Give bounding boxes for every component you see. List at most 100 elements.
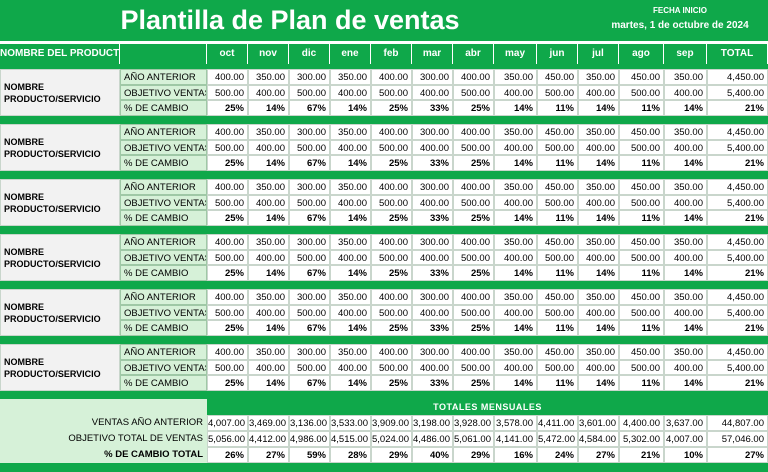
cell: 400.00 [207, 69, 248, 85]
cell: 14% [664, 210, 707, 227]
cell: 57,046.00 [707, 431, 768, 447]
row-label: AÑO ANTERIOR [120, 289, 207, 305]
cell: 67% [289, 100, 330, 117]
cell: 400.00 [578, 359, 619, 376]
cell: 500.00 [619, 139, 664, 156]
cell: 500.00 [371, 359, 412, 376]
totals-title: TOTALES MENSUALES [433, 402, 542, 412]
cell: 400.00 [494, 359, 537, 376]
cell: 400.00 [330, 359, 371, 376]
cell: 14% [578, 265, 619, 282]
column-header: feb [371, 44, 412, 64]
cell: 450.00 [619, 344, 664, 360]
cell: 500.00 [537, 139, 578, 156]
cell: 5,400.00 [707, 249, 768, 266]
column-header-blank [120, 44, 207, 64]
cell: 400.00 [664, 139, 707, 156]
cell: 350.00 [330, 344, 371, 360]
cell: 400.00 [412, 194, 453, 211]
cell: 21% [707, 320, 768, 337]
cell: 500.00 [371, 304, 412, 321]
row-label: % DE CAMBIO [120, 320, 207, 337]
cell: 400.00 [578, 249, 619, 266]
cell: 350.00 [578, 179, 619, 195]
cell: 11% [619, 100, 664, 117]
cell: 29% [453, 447, 494, 463]
cell: 500.00 [537, 304, 578, 321]
cell: 400.00 [371, 69, 412, 85]
cell: 450.00 [537, 234, 578, 250]
cell: 350.00 [330, 179, 371, 195]
cell: 4,584.00 [578, 431, 619, 447]
cell: 400.00 [371, 234, 412, 250]
cell: 400.00 [578, 194, 619, 211]
cell: 14% [664, 375, 707, 392]
cell: 350.00 [248, 234, 289, 250]
cell: 350.00 [578, 124, 619, 140]
cell: 350.00 [248, 344, 289, 360]
cell: 14% [248, 155, 289, 172]
cell: 4,486.00 [412, 431, 453, 447]
cell: 25% [207, 100, 248, 117]
cell: 25% [453, 265, 494, 282]
cell: 500.00 [453, 84, 494, 101]
cell: 25% [207, 210, 248, 227]
cell: 14% [248, 265, 289, 282]
cell: 21% [707, 155, 768, 172]
cell: 25% [371, 375, 412, 392]
cell: 350.00 [494, 179, 537, 195]
cell: 5,400.00 [707, 139, 768, 156]
cell: 67% [289, 320, 330, 337]
cell: 3,601.00 [578, 415, 619, 431]
cell: 300.00 [289, 124, 330, 140]
cell: 500.00 [619, 84, 664, 101]
cell: 4,450.00 [707, 344, 768, 360]
cell: 25% [371, 210, 412, 227]
cell: 40% [412, 447, 453, 463]
cell: 450.00 [619, 234, 664, 250]
cell: 400.00 [207, 234, 248, 250]
cell: 21% [707, 265, 768, 282]
cell: 400.00 [371, 124, 412, 140]
cell: 14% [578, 320, 619, 337]
cell: 28% [330, 447, 371, 463]
row-label: % DE CAMBIO [120, 265, 207, 282]
column-header: dic [289, 44, 330, 64]
cell: 350.00 [664, 179, 707, 195]
cell: 500.00 [289, 249, 330, 266]
cell: 400.00 [664, 359, 707, 376]
cell: 400.00 [248, 139, 289, 156]
totals-label: VENTAS AÑO ANTERIOR [0, 415, 207, 431]
cell: 400.00 [330, 249, 371, 266]
column-header: abr [453, 44, 494, 64]
cell: 4,007.00 [664, 431, 707, 447]
cell: 400.00 [494, 194, 537, 211]
cell: 4,450.00 [707, 179, 768, 195]
cell: 350.00 [330, 69, 371, 85]
cell: 500.00 [289, 194, 330, 211]
start-date: martes, 1 de octubre de 2024 [611, 20, 749, 31]
cell: 25% [207, 265, 248, 282]
column-header: ago [619, 44, 664, 64]
cell: 11% [619, 320, 664, 337]
cell: 44,807.00 [707, 415, 768, 431]
product-name: NOMBRE PRODUCTO/SERVICIO [0, 344, 120, 392]
cell: 25% [371, 155, 412, 172]
cell: 500.00 [619, 249, 664, 266]
cell: 33% [412, 265, 453, 282]
cell: 450.00 [619, 69, 664, 85]
column-header: jun [537, 44, 578, 64]
cell: 400.00 [412, 139, 453, 156]
cell: 400.00 [330, 84, 371, 101]
cell: 4,450.00 [707, 69, 768, 85]
totals-spacer [0, 399, 207, 415]
cell: 500.00 [207, 249, 248, 266]
cell: 5,302.00 [619, 431, 664, 447]
cell: 14% [494, 100, 537, 117]
cell: 400.00 [453, 344, 494, 360]
cell: 11% [537, 210, 578, 227]
cell: 5,400.00 [707, 359, 768, 376]
cell: 14% [494, 155, 537, 172]
cell: 500.00 [453, 304, 494, 321]
cell: 11% [619, 375, 664, 392]
